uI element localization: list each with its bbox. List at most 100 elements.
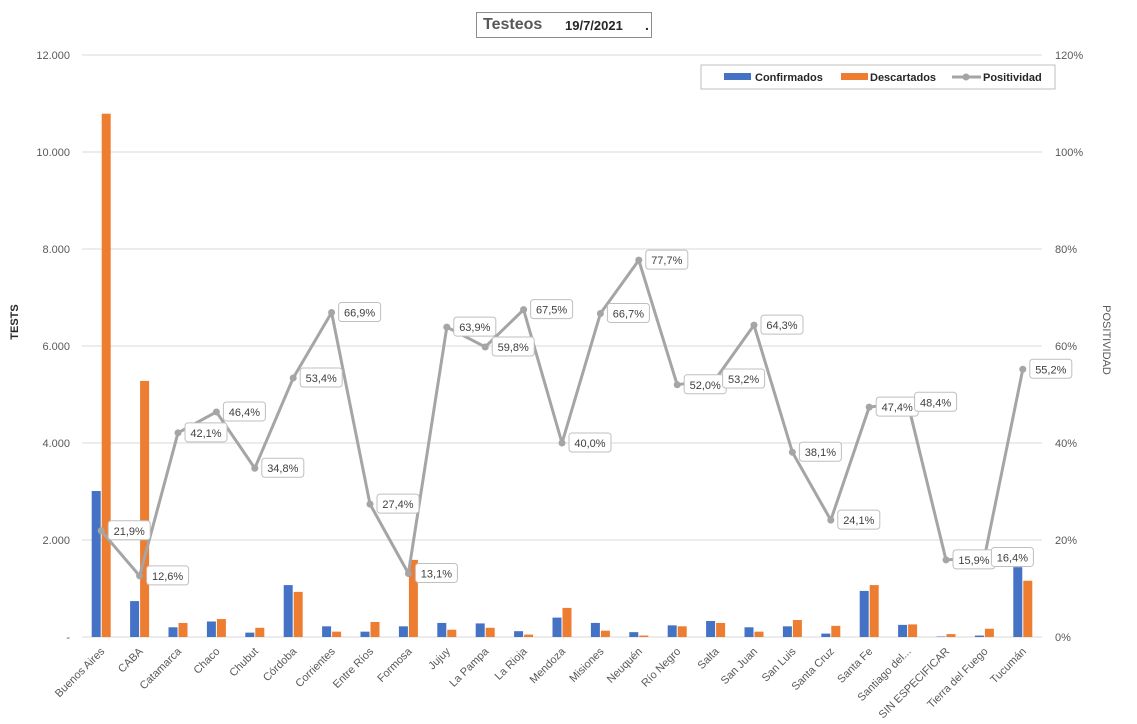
y-tick-label: 4.000	[42, 438, 70, 450]
bar-descartados	[216, 619, 226, 637]
x-tick-label: Mendoza	[528, 645, 569, 686]
positividad-point	[827, 516, 835, 524]
y2-tick-label: 0%	[1055, 632, 1071, 644]
positividad-point	[481, 343, 489, 351]
bar-confirmados	[437, 622, 447, 637]
data-label-box	[722, 368, 766, 389]
bar-descartados	[984, 628, 994, 637]
x-tick-label: Santa Fe	[835, 646, 875, 686]
x-tick-label: Salta	[696, 645, 723, 672]
bar-confirmados	[168, 627, 178, 637]
data-label: 27,4%	[382, 499, 413, 511]
bar-confirmados	[859, 590, 869, 637]
bar-confirmados	[475, 623, 485, 637]
data-label-box	[184, 422, 228, 443]
bar-confirmados	[1013, 567, 1023, 637]
bar-descartados	[140, 380, 150, 637]
data-label-box	[491, 336, 535, 357]
y-tick-label: 6.000	[42, 341, 70, 353]
x-tick-label: Buenos Aires	[53, 645, 108, 700]
data-label-box	[376, 493, 420, 514]
y-tick-label: 10.000	[36, 147, 70, 159]
bar-descartados	[485, 627, 495, 637]
x-tick-label: La Rioja	[493, 645, 531, 683]
data-label-box	[606, 303, 650, 324]
data-label: 53,4%	[306, 373, 337, 385]
data-label: 66,7%	[613, 309, 644, 321]
positividad-point	[97, 527, 105, 535]
bar-confirmados	[245, 632, 255, 637]
bar-confirmados	[322, 626, 332, 637]
bar-confirmados	[514, 631, 524, 637]
legend-marker-positividad	[962, 73, 970, 81]
legend-label-confirmados: Confirmados	[755, 72, 823, 84]
legend-swatch-confirmados	[724, 73, 751, 80]
y-tick-label: 2.000	[42, 535, 70, 547]
data-label: 40,0%	[574, 438, 605, 450]
data-label: 21,9%	[114, 526, 145, 538]
bar-descartados	[639, 635, 649, 637]
positividad-point	[596, 310, 604, 318]
data-label: 15,9%	[958, 555, 989, 567]
positividad-point	[136, 572, 144, 580]
positividad-point	[788, 448, 796, 456]
y2-tick-label: 40%	[1055, 438, 1077, 450]
data-label-box	[338, 302, 382, 323]
bar-descartados	[101, 113, 111, 637]
bar-descartados	[716, 622, 726, 637]
positividad-point	[366, 500, 374, 508]
y2-tick-label: 120%	[1055, 50, 1083, 62]
data-label: 64,3%	[766, 320, 797, 332]
x-tick-label: San Juan	[719, 646, 760, 687]
data-label: 59,8%	[498, 342, 529, 354]
data-label: 53,2%	[728, 374, 759, 386]
data-label: 55,2%	[1035, 364, 1066, 376]
positividad-point	[1019, 365, 1027, 373]
data-label: 47,4%	[882, 402, 913, 414]
bar-descartados	[600, 630, 610, 637]
bar-confirmados	[590, 622, 600, 637]
bar-descartados	[447, 629, 457, 637]
x-tick-label: SIN ESPECIFICAR	[877, 646, 953, 722]
x-tick-label: Chubut	[227, 646, 261, 680]
legend-swatch-descartados	[841, 73, 868, 80]
bar-confirmados	[360, 631, 370, 637]
y-tick-label: 8.000	[42, 244, 70, 256]
bar-confirmados	[398, 626, 408, 637]
positividad-point	[404, 569, 412, 577]
data-label-box	[299, 367, 343, 388]
positividad-point	[750, 321, 758, 329]
x-tick-label: La Pampa	[447, 645, 492, 690]
bar-descartados	[255, 627, 265, 637]
data-label-box	[222, 401, 266, 422]
chart-title: Testeos	[483, 16, 543, 33]
bar-confirmados	[744, 627, 754, 637]
x-tick-label: Tucumán	[988, 646, 1029, 687]
bar-confirmados	[283, 585, 293, 637]
x-tick-label: Formosa	[375, 645, 415, 685]
data-label: 52,0%	[690, 380, 721, 392]
positividad-point	[865, 403, 873, 411]
bar-descartados	[408, 559, 418, 637]
bar-descartados	[831, 625, 841, 637]
bar-confirmados	[206, 621, 216, 637]
data-label-box	[107, 520, 151, 541]
positividad-point	[443, 323, 451, 331]
bar-descartados	[792, 620, 802, 637]
data-label: 34,8%	[267, 463, 298, 475]
legend-label-positividad: Positividad	[983, 72, 1042, 84]
data-label: 46,4%	[229, 407, 260, 419]
y2-tick-label: 100%	[1055, 147, 1083, 159]
chart-date: 19/7/2021	[565, 18, 623, 33]
data-label-box	[261, 457, 305, 478]
data-label-box	[990, 546, 1034, 567]
bar-descartados	[946, 634, 956, 637]
bar-descartados	[293, 591, 303, 637]
bar-descartados	[332, 631, 342, 637]
data-label: 48,4%	[920, 397, 951, 409]
x-tick-label: San Luis	[760, 645, 799, 684]
y2-tick-label: 20%	[1055, 535, 1077, 547]
y2-tick-label: 80%	[1055, 244, 1077, 256]
bar-confirmados	[821, 633, 831, 637]
